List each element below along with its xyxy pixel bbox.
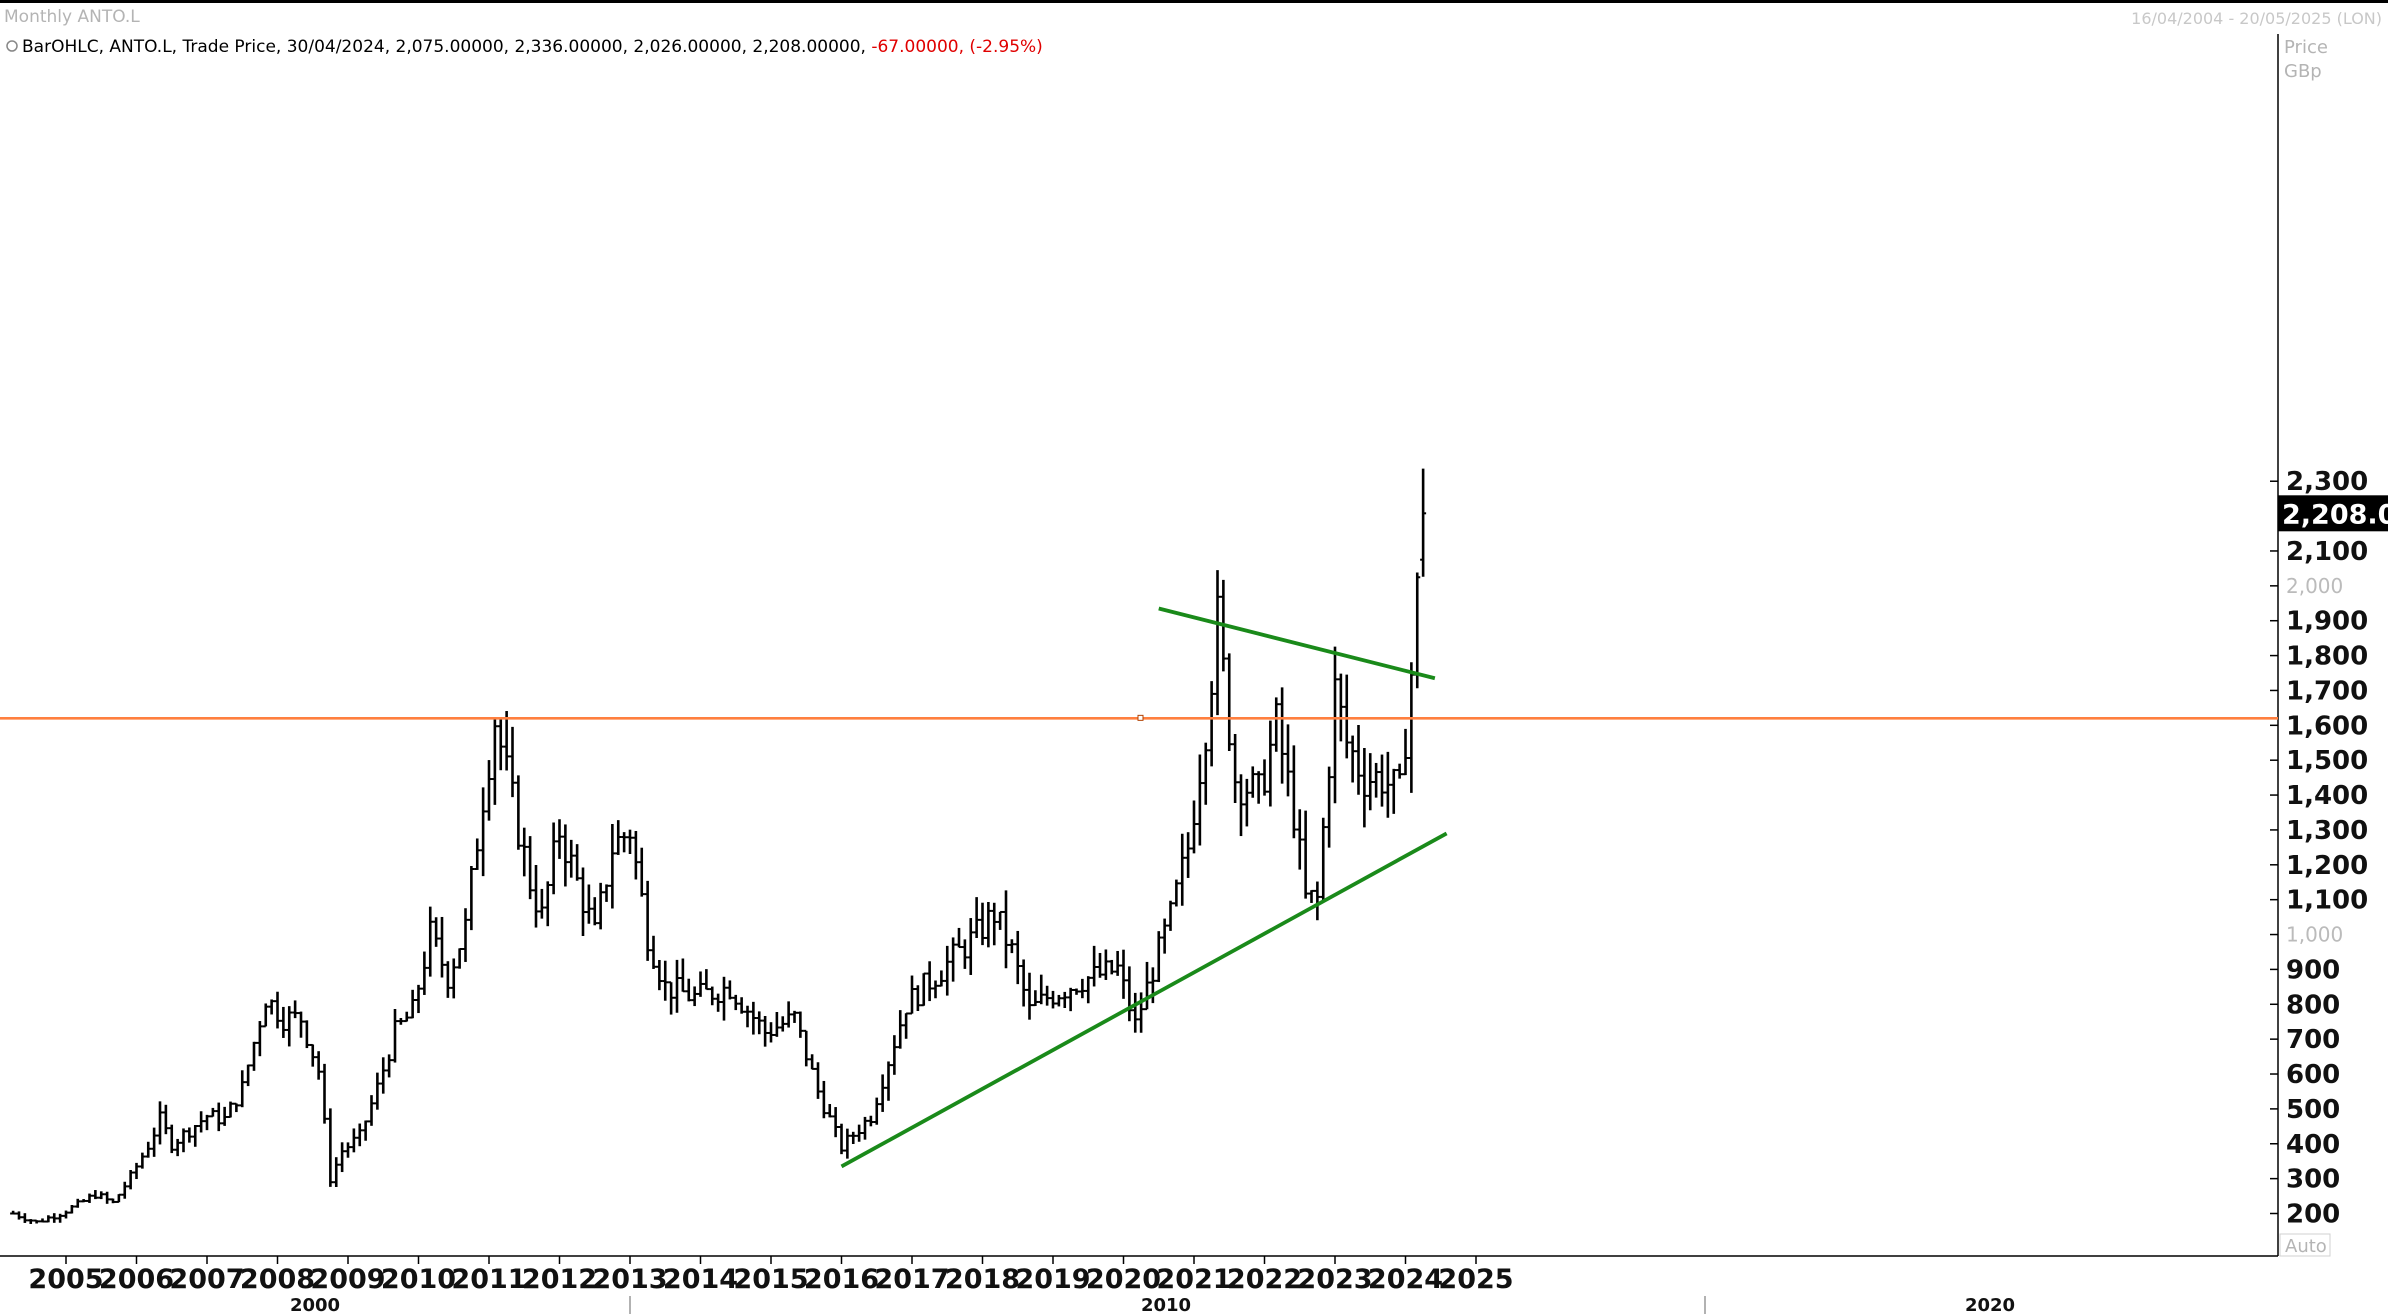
x-tick-label: 2014 bbox=[663, 1264, 738, 1295]
y-tick-label: 1,700 bbox=[2286, 676, 2368, 706]
x-decade-label: 2010 bbox=[1141, 1295, 1191, 1314]
x-axis-ticks: 2005200620072008200920102011201220132014… bbox=[28, 1256, 2015, 1314]
y-tick-label: 1,400 bbox=[2286, 781, 2368, 811]
y-tick-label: 1,500 bbox=[2286, 746, 2368, 776]
x-tick-label: 2022 bbox=[1227, 1264, 1302, 1295]
legend-series: BarOHLC, ANTO.L, Trade Price, 30/04/2024… bbox=[22, 37, 871, 57]
x-tick-label: 2009 bbox=[310, 1264, 385, 1295]
x-tick-label: 2007 bbox=[169, 1264, 244, 1295]
y-tick-label: 1,200 bbox=[2286, 851, 2368, 881]
x-tick-label: 2021 bbox=[1156, 1264, 1231, 1295]
y-tick-label: 1,100 bbox=[2286, 886, 2368, 916]
x-tick-label: 2015 bbox=[733, 1264, 808, 1295]
x-tick-label: 2018 bbox=[945, 1264, 1020, 1295]
y-tick-label: 600 bbox=[2286, 1060, 2340, 1090]
x-decade-label: 2020 bbox=[1965, 1295, 2015, 1314]
y-tick-label: 1,600 bbox=[2286, 711, 2368, 741]
y-tick-label: 400 bbox=[2286, 1130, 2340, 1160]
legend-text: BarOHLC, ANTO.L, Trade Price, 30/04/2024… bbox=[22, 37, 1043, 57]
x-tick-label: 2020 bbox=[1086, 1264, 1161, 1295]
legend-bullet-icon bbox=[7, 41, 17, 51]
trendline bbox=[1159, 609, 1435, 679]
x-tick-label: 2008 bbox=[240, 1264, 315, 1295]
y-tick-label: 2,000 bbox=[2286, 574, 2343, 598]
y-tick-label: 1,900 bbox=[2286, 607, 2368, 637]
y-tick-label: 1,000 bbox=[2286, 923, 2343, 947]
y-axis-ticks: 200 300 400 500 600 700 800 900 1,000 1,100 1,200 1… bbox=[2270, 467, 2368, 1229]
x-tick-label: 2017 bbox=[874, 1264, 949, 1295]
y-tick-label: 1,800 bbox=[2286, 642, 2368, 672]
y-tick-label: 900 bbox=[2286, 955, 2340, 985]
x-tick-label: 2024 bbox=[1368, 1264, 1443, 1295]
y-tick-label: 1,300 bbox=[2286, 816, 2368, 846]
x-tick-label: 2011 bbox=[451, 1264, 526, 1295]
last-price-label: 2,208.0 bbox=[2282, 499, 2388, 530]
x-decade-label: 2000 bbox=[290, 1295, 340, 1314]
y-tick-label: 800 bbox=[2286, 990, 2340, 1020]
x-tick-label: 2005 bbox=[28, 1264, 103, 1295]
legend-change: -67.00000, (-2.95%) bbox=[871, 37, 1042, 57]
x-tick-label: 2019 bbox=[1015, 1264, 1090, 1295]
x-tick-label: 2010 bbox=[381, 1264, 456, 1295]
x-tick-label: 2023 bbox=[1297, 1264, 1372, 1295]
last-price-tag: 2,208.0 bbox=[2278, 495, 2388, 531]
y-tick-label: 2,300 bbox=[2286, 467, 2368, 497]
auto-button-label[interactable]: Auto bbox=[2285, 1236, 2327, 1257]
trendline bbox=[842, 833, 1447, 1166]
unit-axis-label: GBp bbox=[2284, 61, 2322, 82]
y-tick-label: 500 bbox=[2286, 1095, 2340, 1125]
x-tick-label: 2025 bbox=[1438, 1264, 1513, 1295]
ohlc-bars bbox=[10, 469, 1426, 1224]
x-tick-label: 2013 bbox=[592, 1264, 667, 1295]
legend: BarOHLC, ANTO.L, Trade Price, 30/04/2024… bbox=[7, 37, 1043, 57]
y-tick-label: 200 bbox=[2286, 1200, 2340, 1230]
x-tick-label: 2012 bbox=[522, 1264, 597, 1295]
price-axis-label: Price bbox=[2284, 37, 2328, 58]
trendlines bbox=[0, 609, 2278, 1167]
x-tick-label: 2016 bbox=[804, 1264, 879, 1295]
x-tick-label: 2006 bbox=[99, 1264, 174, 1295]
y-tick-label: 700 bbox=[2286, 1025, 2340, 1055]
y-tick-label: 2,100 bbox=[2286, 537, 2368, 567]
auto-scale-button[interactable]: Auto bbox=[2280, 1234, 2330, 1257]
horizontal-line-handle[interactable] bbox=[1138, 715, 1143, 720]
y-tick-label: 300 bbox=[2286, 1165, 2340, 1195]
